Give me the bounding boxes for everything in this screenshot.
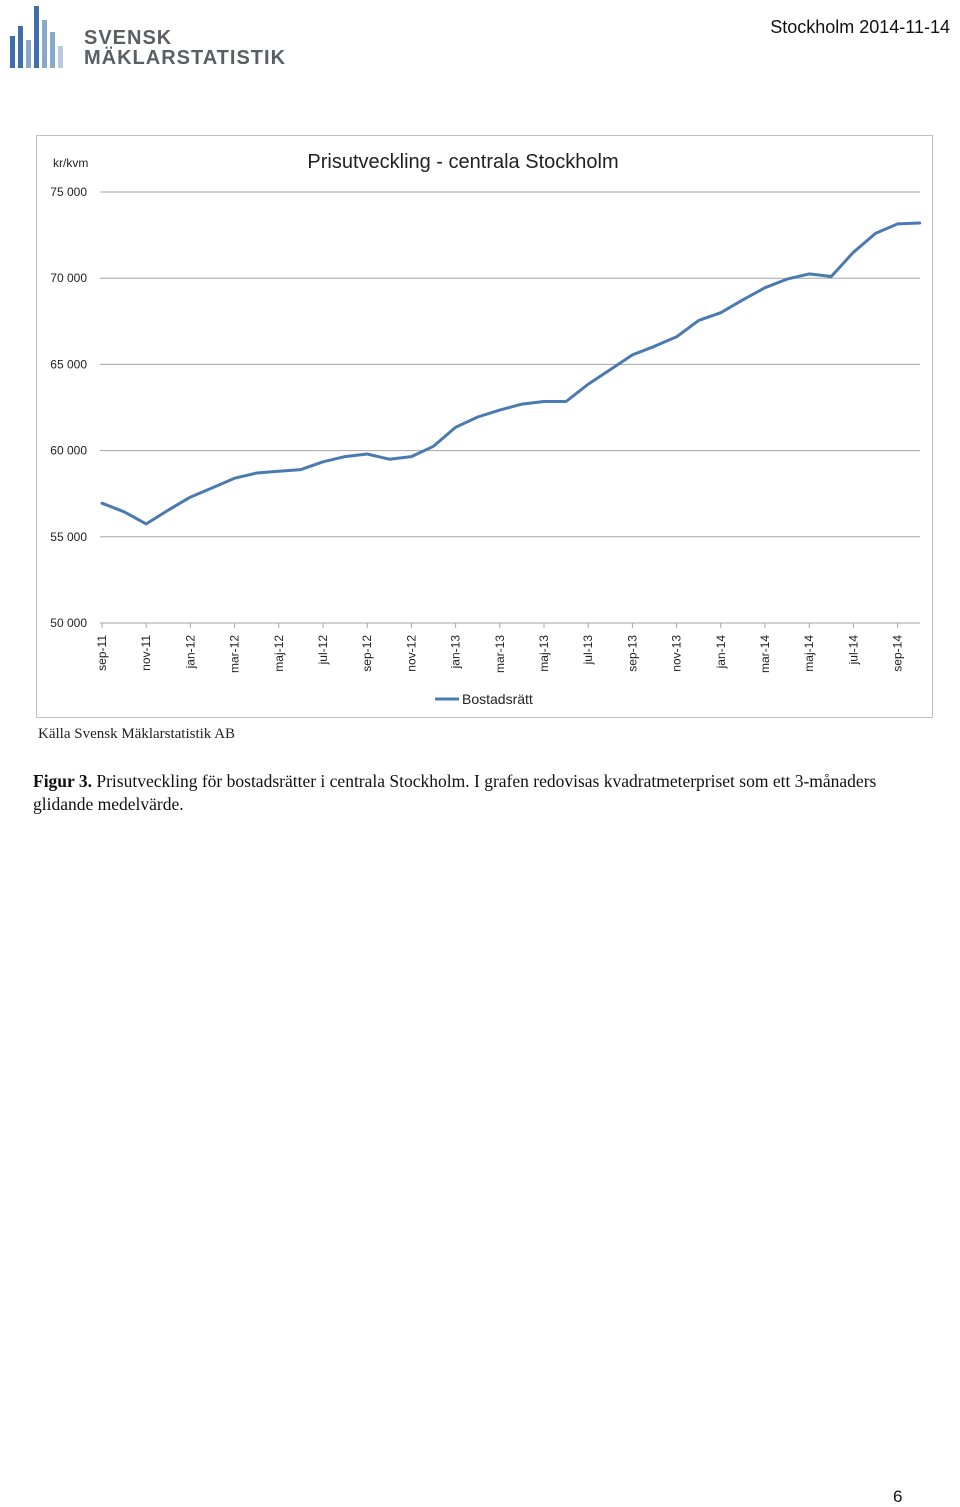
x-tick-labels: sep-11 nov-11 jan-12 mar-12 maj-12 jul-12 sep-… <box>95 623 905 673</box>
logo-bars-icon <box>10 6 63 68</box>
x-tick-label: jul-12 <box>316 635 330 666</box>
logo-line2: MÄKLARSTATISTIK <box>84 47 287 69</box>
price-chart: kr/kvm Prisutveckling - centrala Stockho… <box>50 151 922 707</box>
x-tick-label: maj-14 <box>802 635 816 672</box>
header-date: Stockholm 2014-11-14 <box>770 17 950 37</box>
y-tick-labels: 50 000 55 000 60 000 65 000 70 000 75 000 <box>50 185 87 630</box>
x-tick-label: mar-14 <box>758 635 772 673</box>
x-tick-label: sep-13 <box>625 635 639 672</box>
x-tick-label: nov-11 <box>139 635 153 671</box>
y-tick-label: 70 000 <box>50 271 87 285</box>
x-tick-label: mar-13 <box>493 635 507 673</box>
y-tick-label: 55 000 <box>50 530 87 544</box>
x-tick-label: maj-12 <box>272 635 286 672</box>
x-tick-label: nov-13 <box>670 635 684 672</box>
caption-text: Prisutveckling för bostadsrätter i centr… <box>33 771 877 814</box>
x-tick-label: sep-14 <box>891 635 905 672</box>
x-tick-label: jul-13 <box>581 635 595 666</box>
x-tick-label: sep-11 <box>95 635 109 671</box>
x-tick-label: jan-13 <box>449 635 463 670</box>
logo: SVENSK MÄKLARSTATISTIK <box>8 6 285 70</box>
gridlines <box>100 191 920 624</box>
y-tick-label: 75 000 <box>50 185 87 199</box>
legend-label: Bostadsrätt <box>462 691 533 707</box>
y-tick-label: 65 000 <box>50 357 87 371</box>
chart-title: Prisutveckling - centrala Stockholm <box>307 151 618 173</box>
chart-frame: kr/kvm Prisutveckling - centrala Stockho… <box>36 135 933 718</box>
x-tick-label: nov-12 <box>404 635 418 672</box>
x-tick-label: mar-12 <box>228 635 242 673</box>
caption-label: Figur 3. <box>33 771 92 791</box>
legend: Bostadsrätt <box>435 691 533 707</box>
y-axis-label: kr/kvm <box>53 156 88 170</box>
figure-caption: Figur 3. Prisutveckling för bostadsrätte… <box>33 770 913 816</box>
x-tick-label: sep-12 <box>360 635 374 672</box>
logo-line1: SVENSK <box>84 27 173 49</box>
series-line-bostadsratt <box>100 221 922 526</box>
series-lines <box>100 221 922 526</box>
logo-text: SVENSK MÄKLARSTATISTIK <box>84 28 286 68</box>
x-tick-label: jul-14 <box>846 635 860 666</box>
page-header: SVENSK MÄKLARSTATISTIK Stockholm 2014-11… <box>0 0 960 80</box>
x-tick-label: jan-12 <box>183 635 197 670</box>
x-tick-label: jan-14 <box>714 635 728 670</box>
x-tick-label: maj-13 <box>537 635 551 672</box>
y-tick-label: 50 000 <box>50 616 87 630</box>
page-number: 6 <box>893 1487 903 1506</box>
source-note: Källa Svensk Mäklarstatistik AB <box>38 726 236 742</box>
y-tick-label: 60 000 <box>50 444 87 458</box>
